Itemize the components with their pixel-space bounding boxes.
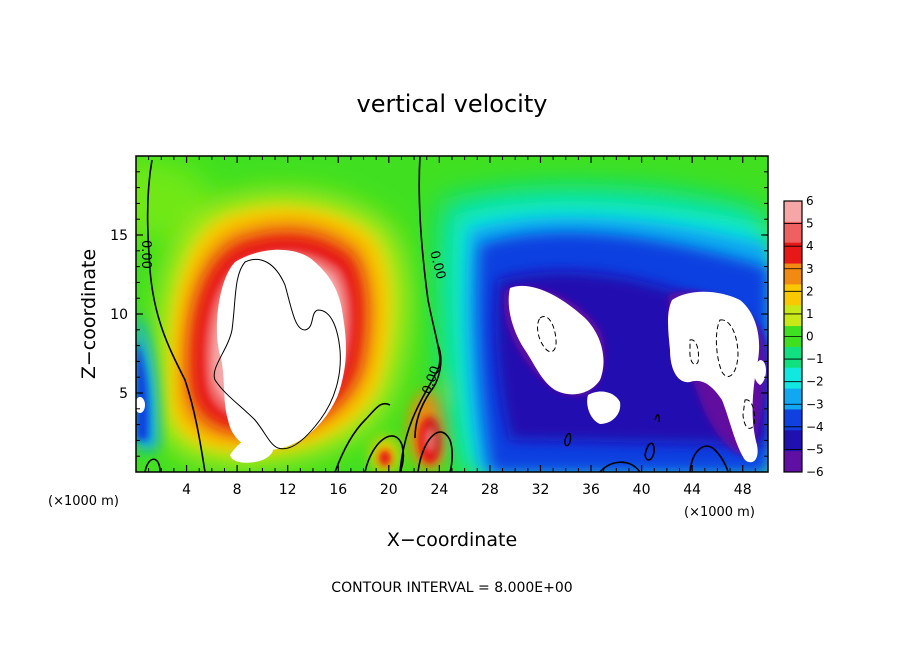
updraft-region xyxy=(156,193,407,466)
x-tick-label: 24 xyxy=(430,482,448,498)
colorbar-label: −2 xyxy=(806,375,824,389)
x-tick-label: 8 xyxy=(233,482,242,498)
y-tick-label: 15 xyxy=(110,228,128,244)
x-unit-right: (×1000 m) xyxy=(684,505,755,520)
y-axis-title: Z−coordinate xyxy=(78,249,100,379)
colorbar-label: 4 xyxy=(806,239,814,253)
colorbar-swatch xyxy=(784,430,802,452)
x-tick-label: 20 xyxy=(380,482,398,498)
colorbar-label: 3 xyxy=(806,262,814,276)
colorbar-swatch xyxy=(784,242,802,265)
velocity-field: 0.00 0.00 0.00 xyxy=(136,156,768,472)
x-tick-label: 4 xyxy=(182,482,191,498)
contour-lines xyxy=(144,156,755,472)
chart-title: vertical velocity xyxy=(357,90,548,118)
x-tick-label: 44 xyxy=(683,482,701,498)
colorbar-swatch xyxy=(784,263,802,285)
colorbar-label: −4 xyxy=(806,420,824,434)
colorbar-swatch xyxy=(784,221,802,244)
colorbar-label: −6 xyxy=(806,465,824,479)
x-tick-label: 40 xyxy=(633,482,651,498)
colorbar-label: 2 xyxy=(806,284,814,298)
y-tick-label: 5 xyxy=(119,386,128,402)
downdraft-core-right xyxy=(668,291,760,463)
colorbar-label: −5 xyxy=(806,442,824,456)
y-tick-label: 10 xyxy=(110,307,128,323)
colorbar-swatch xyxy=(784,346,802,369)
x-tick-label: 16 xyxy=(329,482,347,498)
x-tick-label: 28 xyxy=(481,482,499,498)
x-tick-label: 48 xyxy=(734,482,752,498)
updraft-spots xyxy=(371,372,467,472)
colorbar-label: 6 xyxy=(806,194,814,208)
colorbar-label: 5 xyxy=(806,217,814,231)
contour-label: 0.00 xyxy=(138,240,153,269)
x-tick-label: 36 xyxy=(582,482,600,498)
downdraft-region xyxy=(436,183,768,472)
updraft-core xyxy=(216,249,346,451)
x-unit-left: (×1000 m) xyxy=(48,494,119,509)
x-tick-label: 32 xyxy=(532,482,550,498)
colorbar-label: 1 xyxy=(806,307,814,321)
colorbar-label: −1 xyxy=(806,352,824,366)
colorbar-swatch xyxy=(784,388,802,410)
colorbar-swatch xyxy=(784,305,802,327)
colorbar-swatch xyxy=(784,284,802,306)
weak-updraft-top xyxy=(136,160,210,240)
colorbar-swatch xyxy=(784,451,802,473)
colorbar: 6 5 4 3 2 1 0 −1 −2 −3 −4 −5 −6 xyxy=(783,194,824,479)
contour-label: 0.00 xyxy=(426,249,448,281)
left-edge-downdraft xyxy=(136,310,159,450)
colorbar-label: −3 xyxy=(806,397,824,411)
colorbar-label: 0 xyxy=(806,330,814,344)
colorbar-swatch xyxy=(784,409,802,431)
x-axis-title: X−coordinate xyxy=(387,529,517,551)
colorbar-swatch xyxy=(784,201,802,223)
colorbar-swatch xyxy=(784,367,802,390)
x-tick-label: 12 xyxy=(279,482,297,498)
contour-interval-text: CONTOUR INTERVAL = 8.000E+00 xyxy=(331,580,572,596)
